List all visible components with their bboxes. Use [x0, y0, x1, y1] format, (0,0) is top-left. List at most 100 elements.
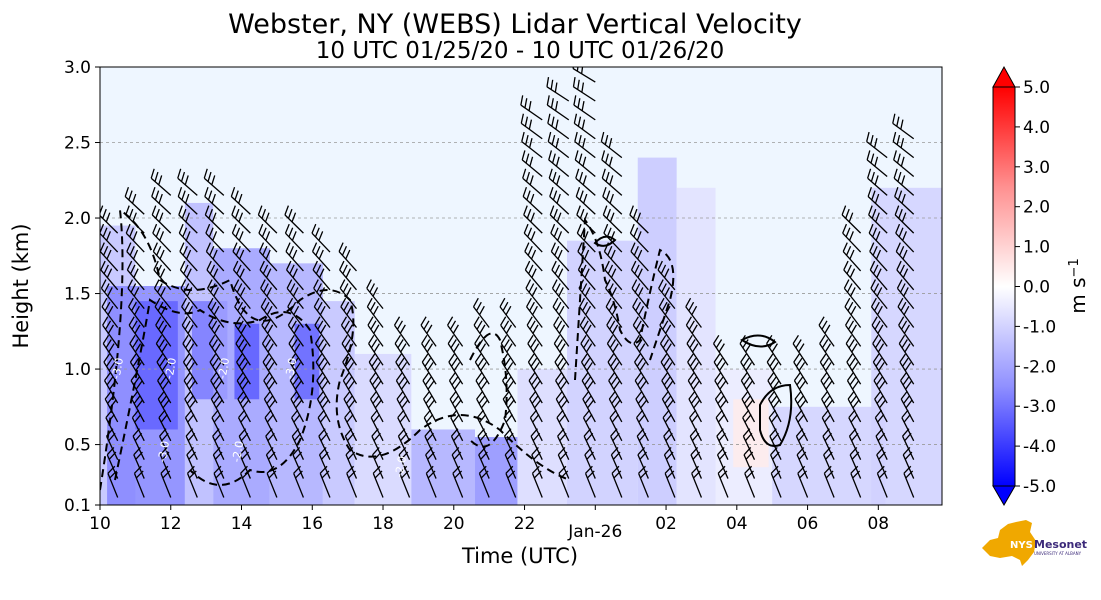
wind-barb [232, 242, 251, 272]
wind-barb [317, 409, 331, 442]
colorbar-tick-label: -3.0 [1023, 397, 1056, 417]
wind-barb [210, 390, 225, 423]
wind-barb [179, 242, 198, 272]
wind-barb [795, 409, 809, 442]
wind-barb [129, 353, 145, 385]
wind-barb [261, 316, 278, 347]
wind-barb [155, 316, 172, 347]
wind-barb [502, 372, 517, 404]
wind-barb [821, 390, 835, 423]
wind-barb [393, 316, 411, 347]
wind-barb [264, 409, 278, 442]
wind-barb [582, 390, 596, 423]
wind-barb [288, 334, 304, 366]
wind-barb [896, 279, 915, 310]
wind-barb [235, 334, 251, 366]
wind-barb [868, 205, 888, 234]
wind-barb [602, 187, 623, 215]
wind-barb [207, 297, 225, 328]
wind-barb [262, 353, 278, 385]
chart-title: Webster, NY (WEBS) Lidar Vertical Veloci… [228, 9, 802, 40]
wind-barb [893, 150, 915, 178]
wind-barb [527, 334, 543, 366]
wind-barb [549, 187, 570, 215]
wind-barb [205, 242, 225, 272]
wind-barb [344, 409, 358, 442]
wind-barb [551, 260, 570, 291]
x-tick-label: 12 [160, 514, 182, 534]
wind-barb [204, 205, 225, 234]
wind-barb [553, 334, 570, 366]
wind-barb [629, 223, 649, 253]
wind-barb [314, 316, 331, 347]
wind-barb [474, 334, 490, 366]
wind-barb [236, 372, 251, 404]
wind-barb [660, 353, 676, 385]
wind-barb [100, 279, 119, 310]
wind-barb [473, 316, 490, 347]
wind-barb [499, 297, 517, 328]
wind-barbs [100, 67, 915, 498]
wind-barb [152, 242, 172, 272]
wind-barb [397, 409, 411, 442]
wind-barb [635, 390, 649, 423]
wind-barb [866, 150, 888, 178]
colorbar-tick-label: -2.0 [1023, 357, 1056, 377]
wind-barb [578, 279, 596, 310]
wind-barb [555, 372, 570, 404]
wind-barb [422, 372, 437, 404]
wind-barb [503, 409, 517, 442]
wind-barb [866, 131, 888, 159]
wind-barb [659, 316, 676, 347]
wind-barb [686, 334, 702, 366]
wind-barb [549, 205, 570, 234]
wind-barb [289, 372, 304, 404]
wind-barb [601, 168, 623, 196]
wind-barb [525, 279, 543, 310]
wind-barb [314, 334, 331, 366]
wind-barb [502, 390, 517, 423]
wind-barb [153, 279, 172, 310]
wind-barb [873, 372, 888, 404]
colorbar-tick-label: 3.0 [1023, 158, 1050, 178]
wind-barb [130, 372, 145, 404]
wind-barb [844, 297, 862, 328]
wind-barb [131, 390, 145, 423]
wind-barb [847, 390, 862, 423]
wind-barb [340, 297, 358, 328]
contour-line [469, 332, 508, 448]
velocity-cell [294, 323, 320, 400]
wind-barb [290, 390, 304, 423]
velocity-cell [234, 323, 260, 400]
wind-barb [421, 353, 437, 385]
wind-barb [522, 187, 543, 215]
wind-barb [894, 205, 915, 234]
colorbar-extend-max [992, 65, 1016, 88]
wind-barb [338, 242, 357, 272]
wind-barb [521, 131, 543, 159]
wind-barb [658, 279, 676, 310]
wind-barb [524, 242, 543, 272]
wind-barb [843, 260, 862, 291]
wind-barb [845, 334, 862, 366]
wind-barb [553, 316, 570, 347]
wind-barb [582, 409, 596, 442]
wind-barb [606, 316, 623, 347]
wind-barb [156, 353, 172, 385]
wind-barb [211, 409, 225, 442]
wind-barb [843, 279, 862, 310]
wind-barb [237, 409, 251, 442]
wind-barb [552, 297, 570, 328]
wind-barb [291, 409, 305, 442]
wind-barb [287, 297, 304, 328]
contour-line [114, 298, 315, 486]
wind-barb [631, 279, 649, 310]
wind-barb [234, 297, 251, 328]
wind-barb [184, 409, 198, 442]
wind-barb [867, 168, 888, 196]
wind-barb [289, 353, 304, 385]
wind-barb [900, 372, 915, 404]
wind-barb [423, 390, 437, 423]
wind-barb [232, 260, 251, 291]
x-axis-label: Time (UTC) [461, 544, 578, 568]
